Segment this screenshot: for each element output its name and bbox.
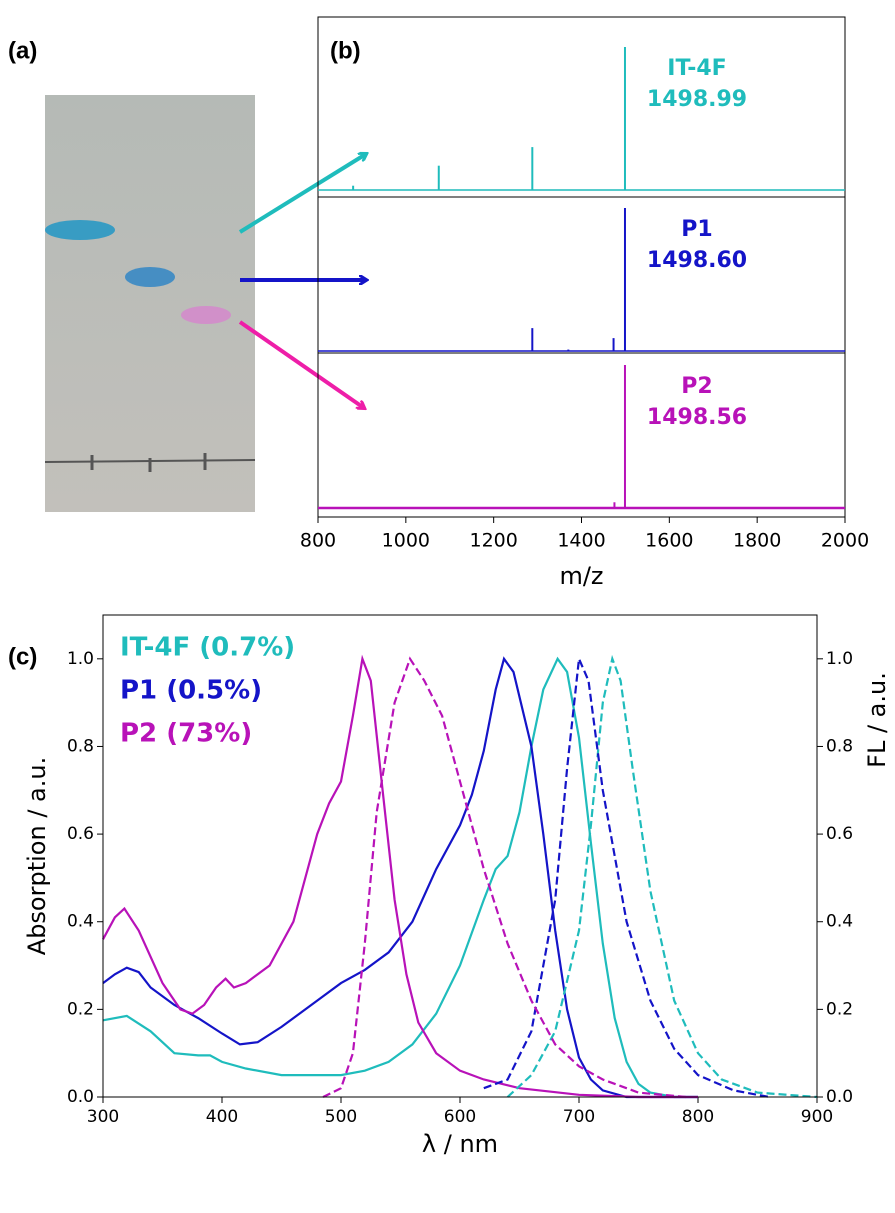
x-tick-label: 1400: [557, 530, 605, 552]
peak-label: 1498.56: [647, 405, 747, 430]
panel-label: (c): [8, 643, 37, 670]
x-tick-label: 2000: [821, 530, 869, 552]
legend-entry: P2 (73%): [120, 719, 252, 749]
x-tick-label: 300: [87, 1107, 119, 1127]
marks: [90, 453, 207, 472]
panel-label: (b): [330, 37, 361, 64]
spot: [125, 267, 175, 287]
spectrum-line: [102, 654, 698, 1099]
y2-tick-label: 0.4: [826, 912, 853, 932]
arrows: [238, 154, 366, 408]
spot: [181, 306, 231, 324]
spectrum-line: [102, 656, 698, 1099]
x-axis-label: λ / nm: [422, 1130, 498, 1158]
plate: [45, 95, 255, 512]
x-tick-label: 1600: [645, 530, 693, 552]
series-name: P1: [681, 217, 712, 242]
y-tick-label: 0.8: [67, 736, 94, 756]
legend-entry: IT-4F (0.7%): [120, 633, 295, 663]
y2-tick-label: 0.0: [826, 1087, 853, 1107]
arrow: [238, 320, 364, 408]
y2-axis-label: FL / a.u.: [863, 672, 891, 768]
x-tick-label: 600: [444, 1107, 476, 1127]
spectrum-line: [322, 656, 687, 1099]
y-tick-label: 0.4: [67, 912, 94, 932]
series-name: IT-4F: [667, 56, 726, 81]
x-axis-label: m/z: [559, 562, 603, 590]
y-axis-label: Absorption / a.u.: [23, 757, 51, 955]
y2-tick-label: 0.2: [826, 999, 853, 1019]
x-tick-label: 700: [563, 1107, 595, 1127]
x-tick-label: 800: [300, 530, 336, 552]
arrow: [238, 154, 366, 234]
x-tick-label: 1000: [382, 530, 430, 552]
plot-frame: [317, 16, 846, 518]
x-tick-label: 1800: [733, 530, 781, 552]
legend-entry: P1 (0.5%): [120, 676, 262, 706]
x-tick-label: 1200: [469, 530, 517, 552]
y2-tick-label: 0.6: [826, 824, 853, 844]
y2-tick-label: 1.0: [826, 649, 853, 669]
y-tick-label: 0.6: [67, 824, 94, 844]
y-tick-label: 1.0: [67, 649, 94, 669]
tlc-plate: [44, 95, 256, 512]
spot: [45, 220, 115, 240]
peak-label: 1498.60: [647, 248, 747, 273]
x-tick-label: 900: [801, 1107, 833, 1127]
series-name: P2: [681, 374, 712, 399]
plot-frame: [102, 614, 818, 1098]
panel-label: (a): [8, 37, 37, 64]
y2-tick-label: 0.8: [826, 736, 853, 756]
x-tick-label: 400: [206, 1107, 238, 1127]
y-tick-label: 0.2: [67, 999, 94, 1019]
x-tick-label: 500: [325, 1107, 357, 1127]
peak-label: 1498.99: [647, 87, 747, 112]
spectrum-line: [506, 654, 818, 1099]
y-tick-label: 0.0: [67, 1087, 94, 1107]
x-tick-label: 800: [682, 1107, 714, 1127]
